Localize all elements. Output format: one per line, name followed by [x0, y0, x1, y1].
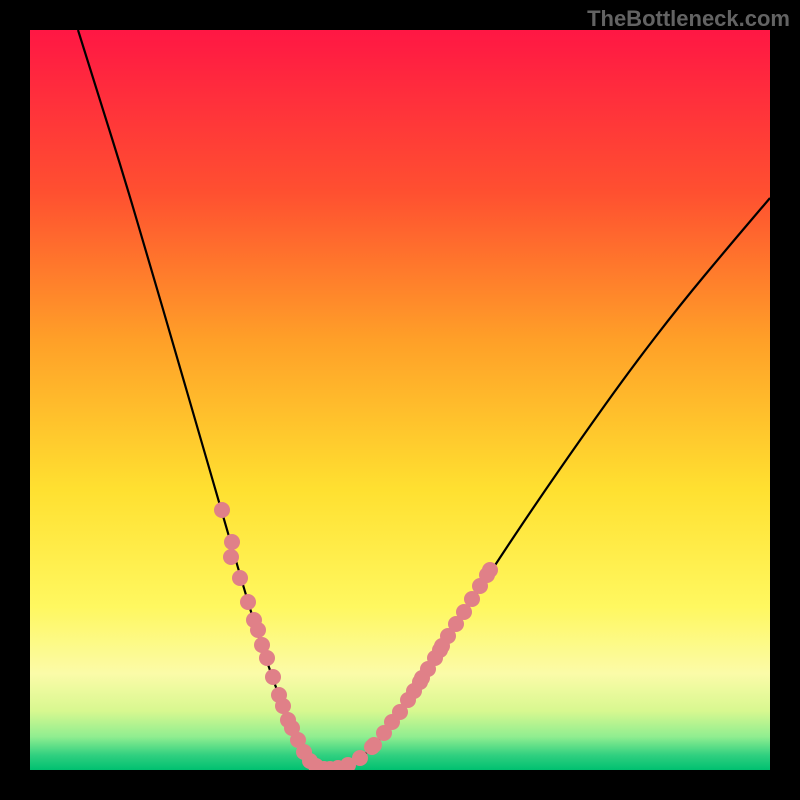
gradient-background — [30, 30, 770, 770]
watermark: TheBottleneck.com — [587, 6, 790, 32]
plot-area — [30, 30, 770, 770]
